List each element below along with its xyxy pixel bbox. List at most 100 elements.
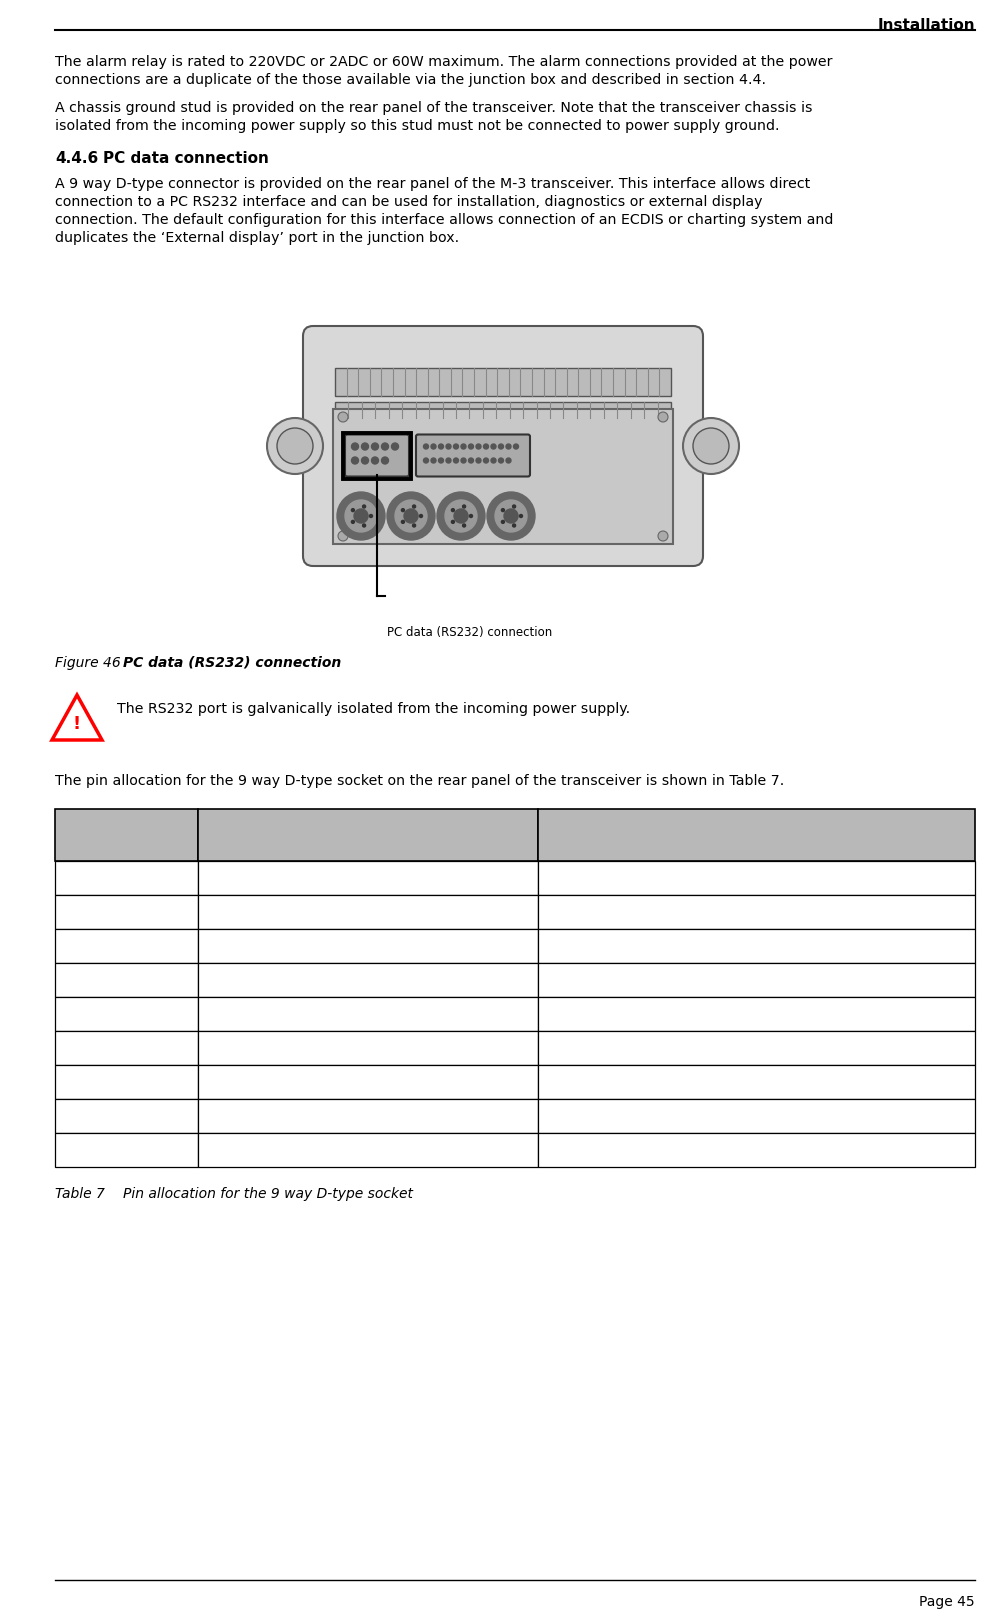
Bar: [538, 1031, 975, 1065]
Circle shape: [499, 457, 503, 464]
Circle shape: [401, 509, 404, 512]
Circle shape: [354, 509, 368, 524]
Bar: [55, 895, 197, 929]
Circle shape: [338, 412, 348, 422]
Circle shape: [501, 509, 504, 512]
Text: 4.4.6: 4.4.6: [55, 150, 99, 166]
Bar: [55, 861, 197, 895]
Text: No connection: No connection: [207, 1041, 307, 1055]
Bar: [538, 1133, 975, 1167]
Circle shape: [369, 514, 372, 517]
Bar: [335, 402, 671, 419]
Circle shape: [439, 457, 444, 464]
Text: RS232 Ground: RS232 Ground: [207, 1007, 308, 1021]
Circle shape: [519, 514, 522, 517]
Circle shape: [345, 499, 377, 532]
Bar: [343, 433, 411, 478]
Text: No connection: No connection: [207, 1075, 307, 1089]
Circle shape: [454, 509, 468, 524]
Circle shape: [351, 509, 354, 512]
Circle shape: [362, 524, 365, 527]
Text: connections are a duplicate of the those available via the junction box and desc: connections are a duplicate of the those…: [55, 73, 766, 87]
Circle shape: [420, 514, 423, 517]
Text: Pin allocation for the 9 way D-type socket: Pin allocation for the 9 way D-type sock…: [123, 1188, 413, 1201]
Text: PC data connection: PC data connection: [103, 150, 269, 166]
Circle shape: [693, 428, 729, 464]
Text: connection. The default configuration for this interface allows connection of an: connection. The default configuration fo…: [55, 213, 833, 226]
Text: The RS232 port is galvanically isolated from the incoming power supply.: The RS232 port is galvanically isolated …: [117, 701, 630, 716]
Circle shape: [371, 443, 378, 449]
Bar: [55, 1065, 197, 1099]
Circle shape: [381, 457, 388, 464]
Circle shape: [371, 457, 378, 464]
Text: Function: Function: [548, 827, 616, 842]
Bar: [538, 810, 975, 861]
Circle shape: [431, 457, 436, 464]
Circle shape: [513, 524, 516, 527]
Text: PC data (RS232) connection: PC data (RS232) connection: [387, 625, 552, 638]
Text: 2: 2: [65, 905, 73, 920]
Circle shape: [470, 514, 473, 517]
Circle shape: [387, 491, 435, 540]
Circle shape: [446, 457, 451, 464]
Circle shape: [484, 457, 489, 464]
Text: PC data (RS232) connection: PC data (RS232) connection: [123, 656, 341, 671]
Circle shape: [337, 491, 385, 540]
Circle shape: [431, 444, 436, 449]
Circle shape: [412, 504, 415, 507]
Circle shape: [381, 443, 388, 449]
Text: No connection: No connection: [207, 973, 307, 987]
Circle shape: [506, 444, 511, 449]
Text: Connect to PC RS232 ground: Connect to PC RS232 ground: [548, 1007, 748, 1021]
Circle shape: [513, 444, 518, 449]
Text: duplicates the ‘External display’ port in the junction box.: duplicates the ‘External display’ port i…: [55, 231, 459, 246]
Circle shape: [484, 444, 489, 449]
Text: The pin allocation for the 9 way D-type socket on the rear panel of the transcei: The pin allocation for the 9 way D-type …: [55, 774, 785, 789]
Circle shape: [658, 532, 668, 541]
Text: The alarm relay is rated to 220VDC or 2ADC or 60W maximum. The alarm connections: The alarm relay is rated to 220VDC or 2A…: [55, 55, 833, 69]
Text: No connection: No connection: [207, 1143, 307, 1157]
Bar: [538, 1065, 975, 1099]
Circle shape: [476, 457, 481, 464]
Circle shape: [424, 457, 429, 464]
Circle shape: [412, 524, 415, 527]
Bar: [55, 929, 197, 963]
Text: No connection: No connection: [207, 871, 307, 886]
Circle shape: [495, 499, 527, 532]
Circle shape: [463, 504, 466, 507]
Bar: [538, 1099, 975, 1133]
Text: Signal: Signal: [207, 827, 257, 842]
Text: Installation: Installation: [877, 18, 975, 32]
Circle shape: [683, 419, 739, 473]
Bar: [538, 861, 975, 895]
Bar: [197, 861, 538, 895]
Text: No connection: No connection: [207, 1109, 307, 1123]
Circle shape: [501, 520, 504, 524]
Circle shape: [476, 444, 481, 449]
Text: RS232 Transmit: RS232 Transmit: [207, 905, 316, 920]
Circle shape: [401, 520, 404, 524]
Circle shape: [391, 443, 398, 449]
Circle shape: [338, 532, 348, 541]
Circle shape: [404, 509, 418, 524]
Bar: [55, 1031, 197, 1065]
Bar: [538, 997, 975, 1031]
Bar: [55, 963, 197, 997]
Circle shape: [362, 504, 365, 507]
Bar: [538, 895, 975, 929]
Circle shape: [513, 504, 516, 507]
Circle shape: [491, 457, 496, 464]
Bar: [197, 997, 538, 1031]
Circle shape: [439, 444, 444, 449]
Circle shape: [424, 444, 429, 449]
Bar: [335, 368, 671, 396]
Text: 5: 5: [65, 1007, 73, 1021]
Bar: [197, 929, 538, 963]
Bar: [55, 1133, 197, 1167]
Circle shape: [351, 520, 354, 524]
Circle shape: [499, 444, 503, 449]
Circle shape: [361, 457, 368, 464]
Circle shape: [454, 457, 459, 464]
Circle shape: [506, 457, 511, 464]
Text: D-type pin: D-type pin: [65, 839, 147, 853]
